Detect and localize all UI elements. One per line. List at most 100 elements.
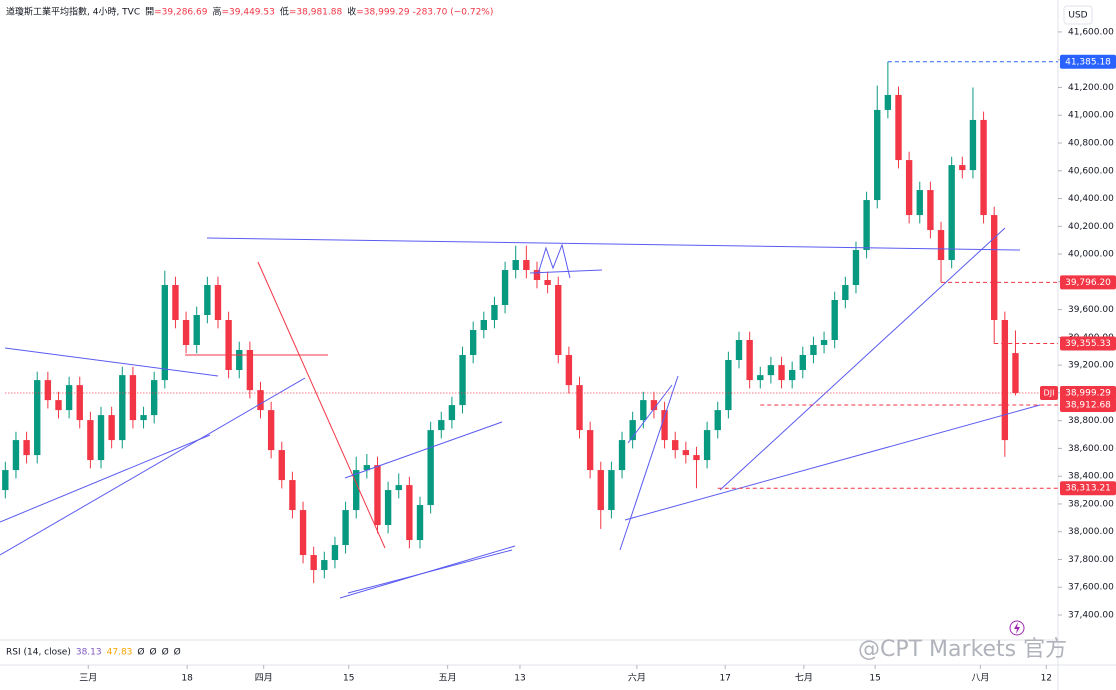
candle-body [76, 385, 83, 421]
y-tick-label: 38,400.00 [1068, 472, 1114, 482]
trendline [619, 375, 679, 551]
pattern [537, 243, 571, 279]
header-text: 收 [347, 6, 356, 18]
candle-body [629, 420, 636, 441]
candle-body [565, 354, 573, 386]
rsi-text: Ø [162, 647, 169, 658]
header-text: =39,286.69 [154, 8, 208, 18]
candle-body [289, 480, 296, 511]
candle-body [916, 190, 923, 216]
candle-body [363, 465, 371, 471]
candle-body [714, 410, 721, 431]
trendline [257, 261, 386, 549]
y-tick-label: 40,600.00 [1068, 166, 1114, 176]
candle-body [97, 415, 105, 461]
candle-body [321, 560, 328, 571]
trendline [529, 269, 603, 274]
y-tick-label: 41,000.00 [1068, 111, 1114, 121]
price-tag [1060, 398, 1116, 413]
candle-body [555, 285, 562, 355]
y-tick-label: 38,800.00 [1068, 416, 1114, 426]
candle-body [438, 420, 445, 431]
candle-body [799, 354, 806, 370]
candle-body [204, 285, 211, 316]
candle-body [544, 280, 551, 286]
price-tag-label: 39,355.33 [1065, 339, 1111, 349]
y-tick-label: 39,600.00 [1068, 305, 1114, 315]
y-tick-label: 37,800.00 [1068, 555, 1114, 565]
symbol-tag [1040, 385, 1058, 400]
candle-body [778, 365, 785, 381]
price-tag-label: 38,912.68 [1065, 401, 1111, 411]
candle-body [586, 430, 594, 471]
candle-body [501, 270, 509, 306]
candle-body [278, 450, 285, 481]
candle-body [150, 380, 158, 416]
trendline [627, 384, 673, 444]
candle-body [788, 369, 796, 381]
price-tag-label: 38,999.29 [1065, 388, 1111, 398]
candle-body [608, 470, 615, 511]
candle-body [342, 510, 349, 546]
candle-body [246, 349, 254, 391]
trendline [4, 347, 219, 377]
candle-body [12, 440, 20, 471]
symbol-tag-label: DJI [1044, 388, 1055, 397]
candle-body [576, 385, 583, 431]
candle-body [693, 455, 700, 461]
candle-body [119, 375, 126, 441]
price-tag-label: 39,796.20 [1065, 278, 1111, 288]
x-tick-label: 六月 [628, 672, 646, 684]
candle-body [236, 349, 243, 370]
candle-body [34, 380, 41, 456]
candle-body [895, 94, 902, 161]
rsi-text: RSI (14, close) [6, 648, 71, 658]
y-tick-label: 40,200.00 [1068, 222, 1114, 232]
header-text: =39,449.53 [222, 8, 275, 18]
rsi-text: Ø [174, 647, 181, 658]
candle-body [108, 415, 115, 441]
candle-body [618, 440, 626, 471]
candle-body [640, 400, 647, 421]
candle-body [172, 285, 179, 320]
y-tick-label: 41,200.00 [1068, 83, 1114, 93]
price-tag [1060, 481, 1116, 496]
candle-body [512, 260, 519, 271]
candle-body [448, 405, 456, 421]
candle-body [703, 430, 711, 461]
candle-body [395, 485, 402, 491]
candle-body [416, 505, 424, 541]
price-tag [1060, 336, 1116, 351]
candle-body [650, 400, 658, 411]
candle-body [884, 94, 892, 110]
candle-body [757, 375, 764, 381]
candle-body [661, 410, 668, 441]
x-tick-label: 18 [181, 674, 193, 684]
currency-box[interactable] [1063, 5, 1093, 25]
x-tick-label: 五月 [439, 673, 457, 684]
y-tick-label: 39,200.00 [1068, 361, 1114, 371]
price-tag [1060, 275, 1116, 290]
candle-body [161, 285, 169, 381]
candle-body [65, 385, 73, 411]
drawings [0, 227, 1041, 599]
x-tick-label: 15 [869, 674, 880, 684]
candle-body [459, 354, 466, 406]
x-tick-label: 三月 [79, 673, 97, 684]
candle-body [959, 165, 966, 171]
candle-body [746, 339, 753, 381]
price-tag [1060, 385, 1116, 400]
y-tick-label: 40,800.00 [1068, 138, 1114, 148]
candles [2, 61, 1019, 584]
candle-body [225, 320, 232, 370]
candle-body [331, 545, 339, 561]
candle-body [55, 400, 62, 411]
y-tick-label: 40,400.00 [1068, 194, 1114, 204]
x-tick-label: 12 [1041, 674, 1052, 684]
header-text: -283.70 (−0.72%) [413, 8, 494, 18]
candle-body [937, 230, 945, 261]
candle-body [129, 375, 137, 421]
watermark: @CPT Markets 官方 [858, 637, 1067, 662]
candle-body [182, 320, 190, 345]
